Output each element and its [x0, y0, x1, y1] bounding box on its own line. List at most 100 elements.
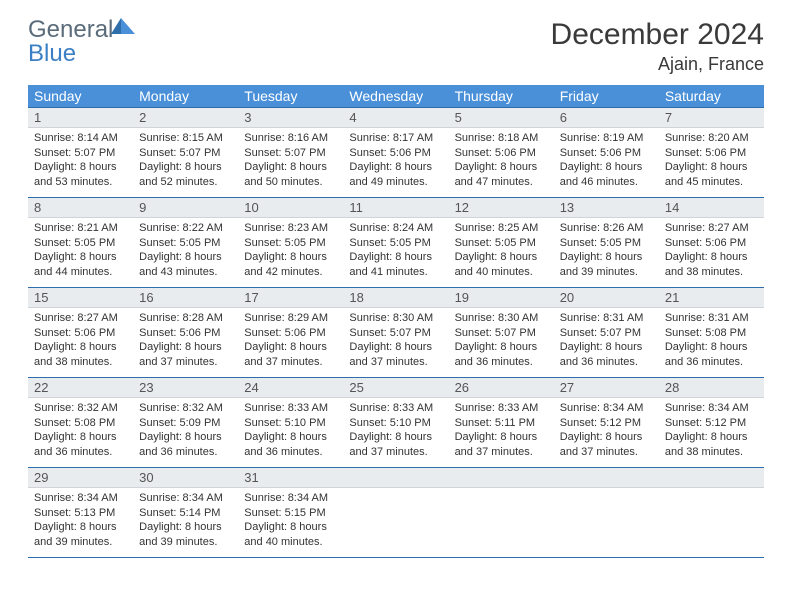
calendar-cell: [343, 468, 448, 558]
calendar-cell: 23Sunrise: 8:32 AMSunset: 5:09 PMDayligh…: [133, 378, 238, 468]
logo: General Blue: [28, 18, 113, 66]
calendar-cell: 14Sunrise: 8:27 AMSunset: 5:06 PMDayligh…: [659, 198, 764, 288]
day-content: Sunrise: 8:19 AMSunset: 5:06 PMDaylight:…: [554, 128, 659, 197]
day-number: 29: [28, 468, 133, 488]
day-number: 5: [449, 108, 554, 128]
day-number: 16: [133, 288, 238, 308]
month-title: December 2024: [551, 18, 764, 52]
day-content: Sunrise: 8:34 AMSunset: 5:13 PMDaylight:…: [28, 488, 133, 557]
logo-word-blue: Blue: [28, 40, 76, 67]
logo-word-general: General: [28, 16, 113, 43]
calendar-cell: 11Sunrise: 8:24 AMSunset: 5:05 PMDayligh…: [343, 198, 448, 288]
calendar-row: 15Sunrise: 8:27 AMSunset: 5:06 PMDayligh…: [28, 288, 764, 378]
logo-text: General Blue: [28, 18, 113, 66]
day-content: Sunrise: 8:28 AMSunset: 5:06 PMDaylight:…: [133, 308, 238, 377]
calendar-cell: [449, 468, 554, 558]
day-content: Sunrise: 8:31 AMSunset: 5:08 PMDaylight:…: [659, 308, 764, 377]
logo-mark-icon: [111, 15, 135, 39]
calendar-cell: 7Sunrise: 8:20 AMSunset: 5:06 PMDaylight…: [659, 108, 764, 198]
day-content: Sunrise: 8:30 AMSunset: 5:07 PMDaylight:…: [343, 308, 448, 377]
calendar-cell: 3Sunrise: 8:16 AMSunset: 5:07 PMDaylight…: [238, 108, 343, 198]
day-content: Sunrise: 8:16 AMSunset: 5:07 PMDaylight:…: [238, 128, 343, 197]
day-content: Sunrise: 8:32 AMSunset: 5:08 PMDaylight:…: [28, 398, 133, 467]
day-number: 2: [133, 108, 238, 128]
day-number-empty: [449, 468, 554, 488]
day-number: 19: [449, 288, 554, 308]
day-content: Sunrise: 8:32 AMSunset: 5:09 PMDaylight:…: [133, 398, 238, 467]
calendar-row: 22Sunrise: 8:32 AMSunset: 5:08 PMDayligh…: [28, 378, 764, 468]
day-number: 24: [238, 378, 343, 398]
calendar-cell: 19Sunrise: 8:30 AMSunset: 5:07 PMDayligh…: [449, 288, 554, 378]
day-content: Sunrise: 8:17 AMSunset: 5:06 PMDaylight:…: [343, 128, 448, 197]
calendar-cell: [659, 468, 764, 558]
calendar-cell: 18Sunrise: 8:30 AMSunset: 5:07 PMDayligh…: [343, 288, 448, 378]
day-number: 26: [449, 378, 554, 398]
day-number: 23: [133, 378, 238, 398]
day-content: Sunrise: 8:14 AMSunset: 5:07 PMDaylight:…: [28, 128, 133, 197]
day-content: Sunrise: 8:21 AMSunset: 5:05 PMDaylight:…: [28, 218, 133, 287]
weekday-header: Thursday: [449, 85, 554, 108]
day-content-empty: [659, 488, 764, 552]
calendar-cell: 31Sunrise: 8:34 AMSunset: 5:15 PMDayligh…: [238, 468, 343, 558]
calendar-cell: 22Sunrise: 8:32 AMSunset: 5:08 PMDayligh…: [28, 378, 133, 468]
weekday-header: Sunday: [28, 85, 133, 108]
day-number: 22: [28, 378, 133, 398]
calendar-cell: 25Sunrise: 8:33 AMSunset: 5:10 PMDayligh…: [343, 378, 448, 468]
calendar-cell: 20Sunrise: 8:31 AMSunset: 5:07 PMDayligh…: [554, 288, 659, 378]
day-number: 28: [659, 378, 764, 398]
day-content: Sunrise: 8:23 AMSunset: 5:05 PMDaylight:…: [238, 218, 343, 287]
calendar-cell: 4Sunrise: 8:17 AMSunset: 5:06 PMDaylight…: [343, 108, 448, 198]
weekday-header-row: Sunday Monday Tuesday Wednesday Thursday…: [28, 85, 764, 108]
calendar-cell: 6Sunrise: 8:19 AMSunset: 5:06 PMDaylight…: [554, 108, 659, 198]
calendar-cell: 8Sunrise: 8:21 AMSunset: 5:05 PMDaylight…: [28, 198, 133, 288]
day-number-empty: [659, 468, 764, 488]
calendar-cell: 24Sunrise: 8:33 AMSunset: 5:10 PMDayligh…: [238, 378, 343, 468]
day-content: Sunrise: 8:20 AMSunset: 5:06 PMDaylight:…: [659, 128, 764, 197]
header: General Blue December 2024 Ajain, France: [28, 18, 764, 75]
day-content-empty: [449, 488, 554, 552]
calendar-cell: 17Sunrise: 8:29 AMSunset: 5:06 PMDayligh…: [238, 288, 343, 378]
day-number: 12: [449, 198, 554, 218]
calendar-cell: 5Sunrise: 8:18 AMSunset: 5:06 PMDaylight…: [449, 108, 554, 198]
weekday-header: Saturday: [659, 85, 764, 108]
day-content: Sunrise: 8:24 AMSunset: 5:05 PMDaylight:…: [343, 218, 448, 287]
day-content: Sunrise: 8:25 AMSunset: 5:05 PMDaylight:…: [449, 218, 554, 287]
calendar-cell: 21Sunrise: 8:31 AMSunset: 5:08 PMDayligh…: [659, 288, 764, 378]
weekday-header: Friday: [554, 85, 659, 108]
day-number: 13: [554, 198, 659, 218]
day-number: 18: [343, 288, 448, 308]
day-content: Sunrise: 8:30 AMSunset: 5:07 PMDaylight:…: [449, 308, 554, 377]
day-content: Sunrise: 8:18 AMSunset: 5:06 PMDaylight:…: [449, 128, 554, 197]
day-number: 11: [343, 198, 448, 218]
calendar-cell: 28Sunrise: 8:34 AMSunset: 5:12 PMDayligh…: [659, 378, 764, 468]
calendar-body: 1Sunrise: 8:14 AMSunset: 5:07 PMDaylight…: [28, 108, 764, 558]
day-number: 31: [238, 468, 343, 488]
calendar-cell: 12Sunrise: 8:25 AMSunset: 5:05 PMDayligh…: [449, 198, 554, 288]
day-number: 20: [554, 288, 659, 308]
calendar-row: 29Sunrise: 8:34 AMSunset: 5:13 PMDayligh…: [28, 468, 764, 558]
calendar-table: Sunday Monday Tuesday Wednesday Thursday…: [28, 85, 764, 558]
day-content-empty: [554, 488, 659, 552]
day-number: 17: [238, 288, 343, 308]
day-number-empty: [343, 468, 448, 488]
location: Ajain, France: [551, 54, 764, 75]
day-number: 30: [133, 468, 238, 488]
calendar-cell: 2Sunrise: 8:15 AMSunset: 5:07 PMDaylight…: [133, 108, 238, 198]
day-content: Sunrise: 8:31 AMSunset: 5:07 PMDaylight:…: [554, 308, 659, 377]
day-number-empty: [554, 468, 659, 488]
calendar-row: 8Sunrise: 8:21 AMSunset: 5:05 PMDaylight…: [28, 198, 764, 288]
calendar-cell: 1Sunrise: 8:14 AMSunset: 5:07 PMDaylight…: [28, 108, 133, 198]
calendar-cell: [554, 468, 659, 558]
day-content: Sunrise: 8:33 AMSunset: 5:10 PMDaylight:…: [238, 398, 343, 467]
day-number: 7: [659, 108, 764, 128]
calendar-cell: 29Sunrise: 8:34 AMSunset: 5:13 PMDayligh…: [28, 468, 133, 558]
calendar-cell: 9Sunrise: 8:22 AMSunset: 5:05 PMDaylight…: [133, 198, 238, 288]
day-content: Sunrise: 8:33 AMSunset: 5:11 PMDaylight:…: [449, 398, 554, 467]
day-number: 21: [659, 288, 764, 308]
day-number: 25: [343, 378, 448, 398]
day-number: 3: [238, 108, 343, 128]
weekday-header: Tuesday: [238, 85, 343, 108]
day-content: Sunrise: 8:26 AMSunset: 5:05 PMDaylight:…: [554, 218, 659, 287]
calendar-row: 1Sunrise: 8:14 AMSunset: 5:07 PMDaylight…: [28, 108, 764, 198]
day-number: 27: [554, 378, 659, 398]
